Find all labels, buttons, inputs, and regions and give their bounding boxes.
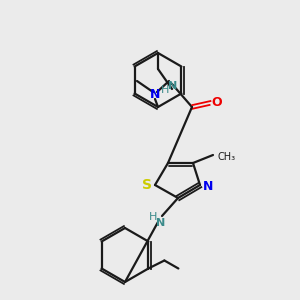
Text: H: H (161, 85, 169, 95)
Text: S: S (142, 178, 152, 192)
Text: H: H (149, 212, 157, 222)
Text: N: N (150, 88, 160, 101)
Text: CH₃: CH₃ (218, 152, 236, 162)
Text: N: N (203, 179, 213, 193)
Text: O: O (212, 97, 222, 110)
Text: N: N (156, 218, 166, 228)
Text: N: N (168, 81, 178, 91)
